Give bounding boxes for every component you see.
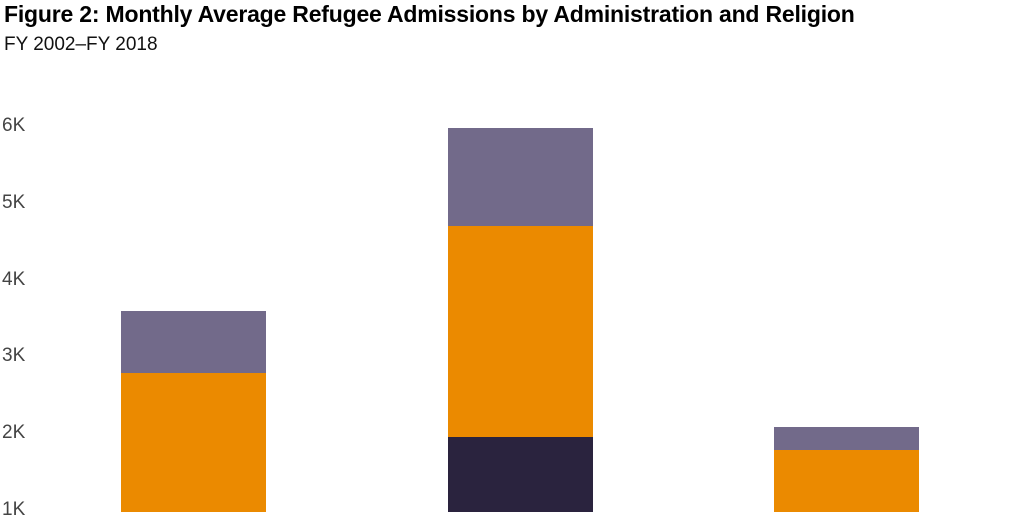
bar-3-segment-purple bbox=[774, 427, 919, 450]
y-tick-2k: 2K bbox=[2, 422, 26, 443]
bar-3 bbox=[774, 427, 919, 512]
y-tick-4k: 4K bbox=[2, 269, 26, 290]
bar-3-segment-orange bbox=[774, 450, 919, 512]
chart-title: Figure 2: Monthly Average Refugee Admiss… bbox=[4, 1, 855, 27]
bar-2 bbox=[448, 128, 593, 512]
bar-1-segment-orange bbox=[121, 373, 266, 512]
bar-1 bbox=[121, 311, 266, 512]
bar-2-segment-dark bbox=[448, 437, 593, 512]
y-tick-6k: 6K bbox=[2, 115, 26, 136]
bar-2-segment-orange bbox=[448, 226, 593, 437]
y-tick-1k: 1K bbox=[2, 499, 26, 520]
y-tick-5k: 5K bbox=[2, 192, 26, 213]
bar-1-segment-purple bbox=[121, 311, 266, 373]
y-tick-3k: 3K bbox=[2, 345, 26, 366]
chart-subtitle: FY 2002–FY 2018 bbox=[4, 34, 158, 55]
bar-2-segment-purple bbox=[448, 128, 593, 226]
